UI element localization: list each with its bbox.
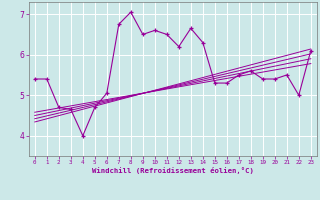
X-axis label: Windchill (Refroidissement éolien,°C): Windchill (Refroidissement éolien,°C) (92, 167, 254, 174)
